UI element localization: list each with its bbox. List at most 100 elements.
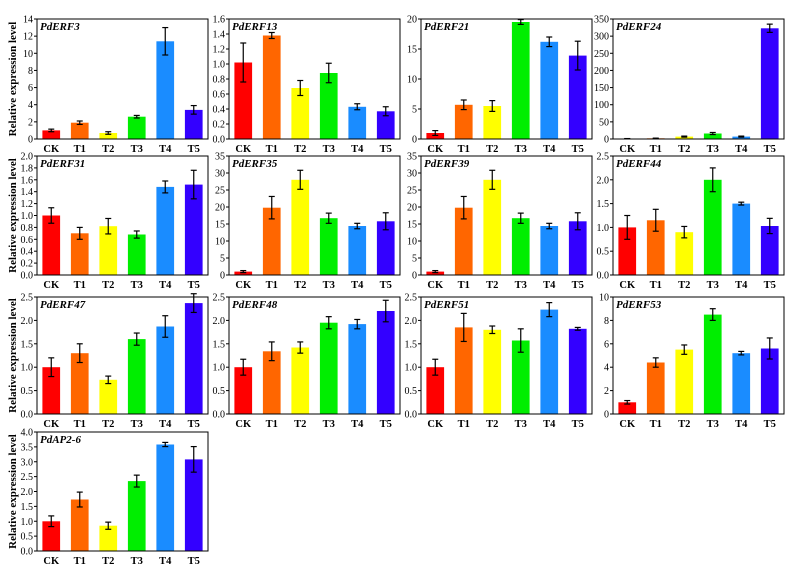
y-tick-label: 0 [28, 135, 33, 146]
bar-t3 [703, 133, 722, 139]
x-category-label: T2 [102, 144, 114, 155]
y-tick-label: 2.0 [21, 152, 34, 163]
error-bar-t4 [162, 180, 169, 194]
error-bar-t1 [460, 99, 467, 111]
error-bar-ck [48, 128, 55, 133]
error-bar-t2 [681, 135, 688, 138]
y-tick-label: 350 [594, 15, 609, 26]
y-tick-label: 1.2 [213, 45, 226, 56]
y-tick-label: 15 [407, 45, 417, 56]
y-tick-label: 300 [594, 32, 609, 43]
error-bar-t2 [297, 169, 304, 190]
error-bar-ck [240, 269, 247, 274]
x-category-label: T1 [74, 556, 86, 567]
error-bar-t5 [574, 40, 581, 71]
plot-frame [36, 18, 209, 140]
y-tick-label: 0 [220, 271, 225, 282]
error-bar-t1 [460, 312, 467, 343]
bar-t3 [127, 234, 146, 275]
bar-ck [234, 62, 253, 139]
error-bar-t4 [738, 350, 745, 356]
error-bar-t3 [133, 332, 140, 346]
bar-t4 [156, 41, 175, 139]
chart-title: PdERF35 [232, 158, 278, 170]
bar-t4 [348, 106, 367, 140]
chart-panel-13: 0.0 0.5 1.0 1.5 2.0 2.5 3.0 3.5 4.0 CK T1 T2 T3 T4 T5 P… [7, 428, 209, 567]
x-category-label: CK [619, 144, 636, 155]
y-tick-label: 1.5 [597, 199, 610, 210]
y-tick-label: 1.4 [213, 30, 226, 41]
x-category-label: CK [43, 280, 60, 291]
error-bar-t4 [738, 201, 745, 206]
x-category-label: CK [427, 144, 444, 155]
plot-frame [420, 18, 593, 140]
x-category-label: CK [427, 280, 444, 291]
x-category-label: T3 [131, 419, 143, 430]
y-tick-label: 14 [23, 15, 33, 26]
error-bar-t1 [652, 208, 659, 232]
error-bar-t2 [489, 325, 496, 335]
y-tick-label: 12 [23, 32, 33, 43]
y-tick-label: 1.0 [21, 211, 34, 222]
chart-title: PdERF47 [40, 299, 86, 311]
x-category-label: T1 [458, 419, 470, 430]
x-category-label: T3 [131, 280, 143, 291]
x-category-label: T1 [458, 280, 470, 291]
bar-t2 [99, 226, 118, 275]
error-bar-ck [48, 207, 55, 224]
x-category-label: T5 [188, 556, 200, 567]
y-tick-label: 6 [28, 83, 33, 94]
y-tick-label: 8 [604, 316, 609, 327]
y-tick-label: 1.0 [213, 363, 226, 374]
bar-t2 [99, 133, 118, 139]
x-category-label: T1 [650, 280, 662, 291]
bar-t5 [184, 184, 203, 275]
bar-t2 [675, 349, 694, 414]
bar-t5 [376, 111, 395, 140]
bar-t1 [70, 499, 89, 551]
error-bar-ck [48, 357, 55, 378]
y-tick-label: 1.2 [21, 199, 34, 210]
x-category-label: T5 [572, 419, 584, 430]
error-bar-t3 [325, 212, 332, 224]
y-tick-label: 1.5 [213, 339, 226, 350]
x-category-label: T2 [294, 419, 306, 430]
error-bar-ck [240, 358, 247, 376]
error-bar-t5 [382, 106, 389, 117]
y-tick-label: 10 [599, 293, 609, 304]
bar-t4 [732, 353, 751, 414]
bar-t2 [291, 88, 310, 139]
chart-panel-10: 0.0 0.5 1.0 1.5 2.0 2.5 CK T1 T2 T3 T4 T5 PdERF48 [213, 293, 401, 430]
y-tick-label: 10 [215, 237, 225, 248]
error-bar-t3 [709, 308, 716, 321]
bar-ck [234, 271, 253, 275]
error-bar-t3 [517, 212, 524, 224]
x-category-label: CK [619, 280, 636, 291]
y-tick-label: 35 [215, 152, 225, 163]
error-bar-t4 [738, 135, 745, 138]
y-tick-label: 30 [215, 169, 225, 180]
x-category-label: T3 [323, 144, 335, 155]
x-category-label: T3 [323, 419, 335, 430]
x-category-label: T2 [102, 556, 114, 567]
y-axis-label: Relative expression level [7, 158, 19, 273]
chart-panel-11: 0.0 0.5 1.0 1.5 2.0 2.5 CK T1 T2 T3 T4 T5 PdERF51 [405, 293, 593, 430]
bar-t3 [127, 339, 146, 414]
plot-frame [228, 155, 401, 276]
bar-ck [426, 271, 445, 275]
x-category-label: T4 [735, 419, 748, 430]
plot-frame [420, 296, 593, 415]
error-bar-t5 [766, 337, 773, 360]
chart-panel-1: 0 2 4 6 8 10 12 14 CK T1 T2 T3 T4 T5 PdERF3 Relative ex… [7, 15, 209, 155]
error-bar-t1 [76, 491, 83, 508]
error-bar-t3 [517, 328, 524, 353]
error-bar-t3 [709, 167, 716, 193]
chart-panel-9: 0.0 0.5 1.0 1.5 2.0 2.5 CK T1 T2 T3 T4 T5 PdERF47 Rel… [7, 293, 209, 430]
y-tick-label: 1.6 [213, 15, 226, 26]
y-tick-label: 4 [604, 363, 609, 374]
bar-t2 [99, 379, 118, 414]
y-tick-label: 2.5 [21, 472, 34, 483]
y-tick-label: 15 [215, 220, 225, 231]
chart-panel-8: 0.0 0.5 1.0 1.5 2.0 2.5 CK T1 T2 T3 T4 T5 PdERF44 [597, 152, 785, 291]
bar-t4 [540, 41, 559, 139]
